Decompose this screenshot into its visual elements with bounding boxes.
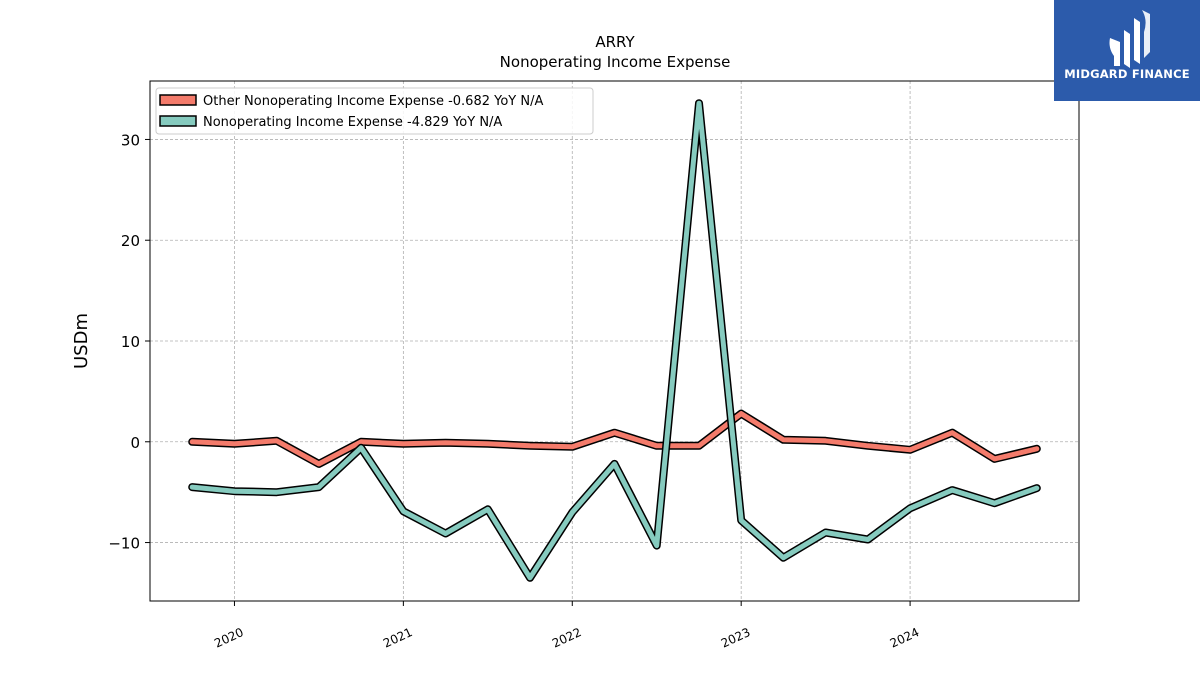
series-line [189,411,1040,467]
plot-frame [149,80,1080,602]
series-2 [188,99,1041,582]
y-tick-label: 20 [121,232,140,250]
legend-label: Nonoperating Income Expense -4.829 YoY N… [203,115,502,130]
chart-title: ARRY [595,33,635,51]
y-tick-label: −10 [108,535,140,553]
midgard-finance-logo: MIDGARD FINANCE [1054,0,1200,101]
x-tick-label: 2022 [550,625,584,651]
legend-box [155,87,594,135]
legend-label: Other Nonoperating Income Expense -0.682… [203,94,543,109]
x-tick-label: 2020 [212,625,246,651]
x-tick-label: 2024 [888,625,922,651]
y-tick-label: 0 [130,434,140,452]
logo-mark-icon [1109,10,1150,68]
chart-subtitle: Nonoperating Income Expense [500,53,731,71]
x-tick-label: 2023 [719,625,753,651]
axes: −10 0 10 20 30 2020 2021 2022 2023 2024 [108,131,921,650]
legend: Other Nonoperating Income Expense -0.682… [155,87,594,135]
legend-swatch [159,115,197,127]
grid [150,81,1079,601]
x-tick-label: 2021 [381,625,415,651]
logo-text: MIDGARD FINANCE [1064,67,1190,81]
series-1 [188,409,1041,468]
series-line [189,100,1040,581]
legend-swatch [159,94,197,106]
series-layer [188,99,1041,582]
y-tick-label: 30 [121,131,140,149]
y-axis-label: USDm [71,313,92,369]
y-tick-label: 10 [121,333,140,351]
